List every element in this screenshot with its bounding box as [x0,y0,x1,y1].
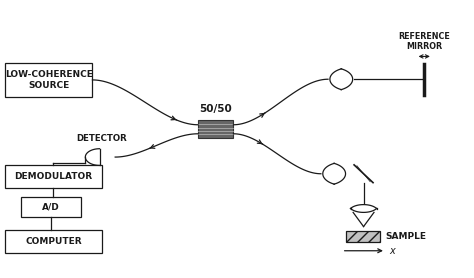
Bar [5,230,102,253]
Text: LOW-COHERENCE
SOURCE: LOW-COHERENCE SOURCE [5,70,92,90]
Text: DEMODULATOR: DEMODULATOR [14,172,92,181]
Text: COMPUTER: COMPUTER [25,237,82,246]
Bar [5,63,92,97]
Text: 50/50: 50/50 [199,104,232,114]
Text: REFERENCE
MIRROR: REFERENCE MIRROR [398,32,450,51]
Bar [346,231,380,242]
Text: x: x [389,246,395,256]
Text: A/D: A/D [42,202,60,211]
Text: SAMPLE: SAMPLE [385,232,426,241]
Bar [5,165,102,188]
Text: DETECTOR: DETECTOR [76,134,128,143]
Bar [21,197,81,217]
Bar [198,120,233,138]
